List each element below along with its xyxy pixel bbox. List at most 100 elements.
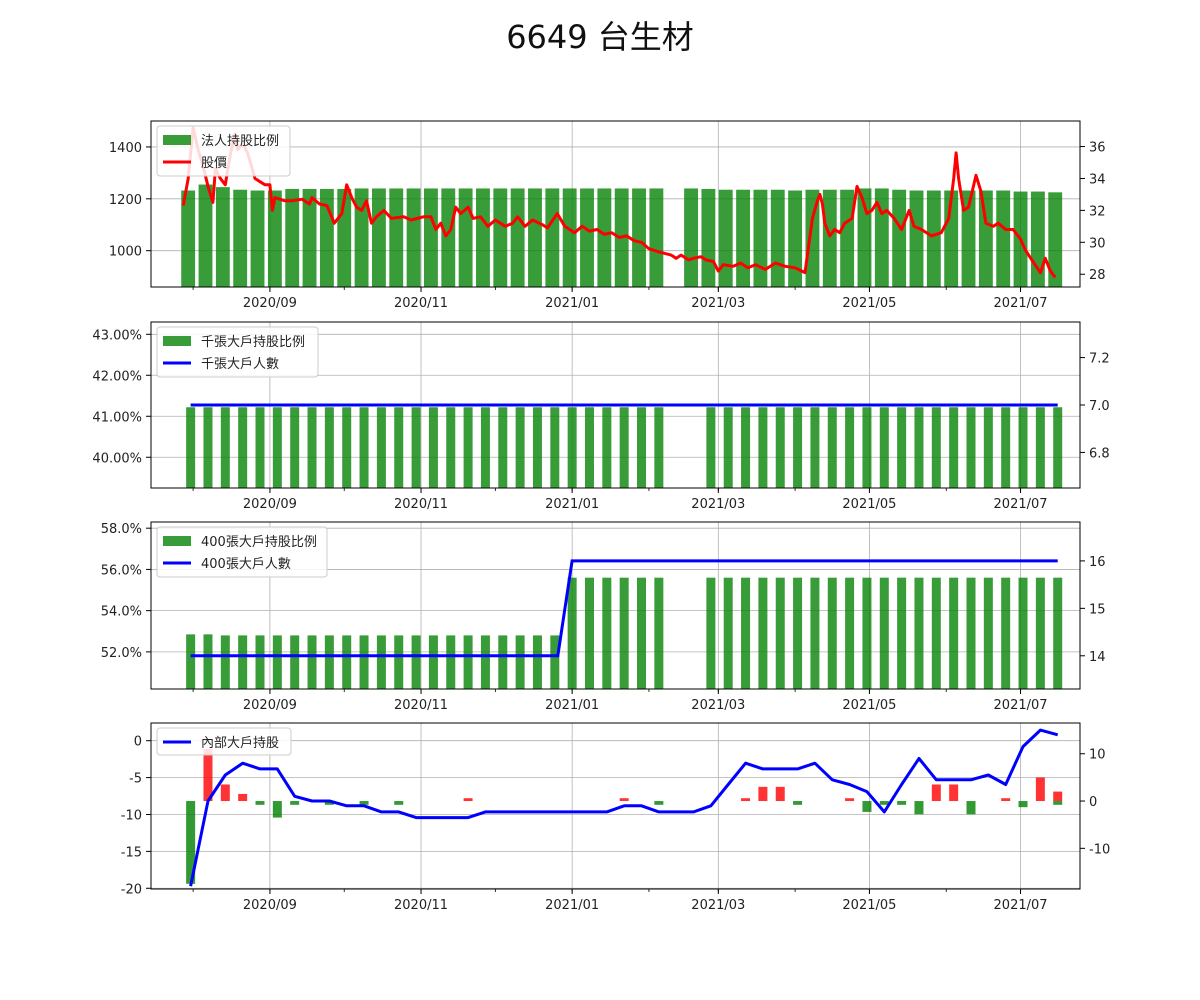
y-right-tick-label: 0 bbox=[1089, 795, 1097, 810]
plot-area bbox=[186, 728, 1063, 887]
bar bbox=[684, 188, 698, 287]
bar bbox=[741, 407, 751, 488]
y-right-tick-label: 16 bbox=[1089, 555, 1106, 570]
legend-bar-swatch bbox=[163, 135, 191, 145]
decrease-bar bbox=[654, 801, 664, 805]
bar bbox=[233, 189, 248, 287]
bar bbox=[376, 407, 386, 488]
page-title: 6649 台生材 bbox=[506, 18, 694, 56]
y-right-tick-label: 36 bbox=[1089, 141, 1106, 156]
x-tick-label: 2021/05 bbox=[842, 296, 896, 311]
increase-bar bbox=[220, 784, 230, 802]
y-left-tick-label: 43.00% bbox=[92, 328, 142, 343]
bar bbox=[307, 407, 317, 488]
y-right-tick-label: 7.2 bbox=[1089, 352, 1110, 367]
bar bbox=[458, 188, 473, 287]
x-tick-label: 2021/07 bbox=[994, 296, 1048, 311]
legend: 400張大戶持股比例 400張大戶人數 bbox=[156, 526, 328, 578]
increase-bar bbox=[775, 786, 785, 802]
bar bbox=[827, 407, 837, 488]
legend: 內部大戶持股 bbox=[156, 727, 292, 756]
bar bbox=[949, 577, 959, 689]
insider-line bbox=[189, 728, 1059, 887]
bar bbox=[198, 184, 213, 287]
x-tick-label: 2021/03 bbox=[691, 698, 745, 713]
bar bbox=[476, 188, 490, 287]
legend-box bbox=[156, 326, 319, 378]
bar bbox=[1035, 407, 1045, 488]
legend-label: 法人持股比例 bbox=[201, 134, 279, 149]
decrease-bar bbox=[272, 801, 282, 818]
bar bbox=[359, 635, 369, 689]
bar bbox=[862, 577, 872, 689]
x-tick-label: 2020/09 bbox=[243, 698, 297, 713]
bar bbox=[411, 407, 421, 488]
bar bbox=[441, 188, 456, 287]
decrease-bar bbox=[394, 801, 404, 805]
bar bbox=[753, 189, 768, 287]
bar bbox=[550, 635, 560, 689]
y-left-tick-label: 1400 bbox=[109, 141, 142, 156]
bar bbox=[203, 634, 213, 689]
x-tick-label: 2020/11 bbox=[394, 497, 448, 512]
x-tick-label: 2021/01 bbox=[545, 497, 599, 512]
decrease-bar bbox=[324, 801, 334, 805]
bar bbox=[510, 188, 525, 287]
bar bbox=[562, 188, 577, 287]
increase-bar bbox=[238, 793, 248, 802]
x-tick-label: 2020/11 bbox=[394, 698, 448, 713]
bar bbox=[584, 407, 594, 488]
y-right-tick-label: 15 bbox=[1089, 602, 1106, 617]
legend-label: 400張大戶持股比例 bbox=[201, 535, 317, 550]
bar bbox=[290, 635, 300, 689]
plot-area bbox=[186, 403, 1063, 488]
x-tick-label: 2021/05 bbox=[842, 698, 896, 713]
bar bbox=[498, 407, 508, 488]
increase-bar bbox=[619, 798, 629, 802]
bar bbox=[649, 188, 664, 287]
x-tick-label: 2021/01 bbox=[545, 296, 599, 311]
increase-bar bbox=[845, 798, 855, 802]
x-tick-label: 2021/05 bbox=[842, 898, 896, 913]
decrease-bar bbox=[186, 801, 196, 884]
decrease-bar bbox=[793, 801, 803, 805]
increase-bar bbox=[758, 786, 768, 802]
bar bbox=[394, 635, 404, 689]
increase-bar bbox=[949, 784, 959, 802]
bar bbox=[203, 407, 213, 488]
bar bbox=[793, 407, 803, 488]
bar bbox=[515, 407, 525, 488]
bar bbox=[723, 577, 733, 689]
x-tick-label: 2020/11 bbox=[394, 296, 448, 311]
bar bbox=[584, 577, 594, 689]
bar bbox=[892, 189, 907, 287]
plot-area bbox=[186, 559, 1063, 689]
bar bbox=[701, 188, 716, 287]
x-tick-label: 2021/03 bbox=[691, 296, 745, 311]
legend-label: 400張大戶人數 bbox=[201, 557, 291, 572]
bar bbox=[255, 635, 265, 689]
increase-bar bbox=[1053, 791, 1063, 802]
decrease-bar bbox=[914, 801, 924, 815]
legend-label: 股價 bbox=[201, 156, 227, 171]
bar bbox=[567, 407, 577, 488]
legend-box bbox=[156, 727, 292, 756]
bar bbox=[909, 190, 924, 287]
decrease-bar bbox=[879, 801, 889, 805]
bar bbox=[238, 635, 248, 689]
bar bbox=[1018, 577, 1028, 689]
y-left-tick-label: 54.0% bbox=[101, 605, 142, 620]
bar bbox=[775, 407, 785, 488]
increase-bar bbox=[741, 798, 751, 802]
bar bbox=[272, 635, 282, 689]
legend-bar-swatch bbox=[163, 536, 191, 546]
bar bbox=[359, 407, 369, 488]
bar bbox=[290, 407, 300, 488]
y-left-tick-label: -10 bbox=[121, 808, 142, 823]
bar bbox=[632, 188, 646, 287]
y-left-tick-label: 41.00% bbox=[92, 410, 142, 425]
bar bbox=[822, 189, 837, 287]
legend-label: 千張大戶持股比例 bbox=[201, 335, 305, 350]
bar bbox=[302, 188, 317, 287]
